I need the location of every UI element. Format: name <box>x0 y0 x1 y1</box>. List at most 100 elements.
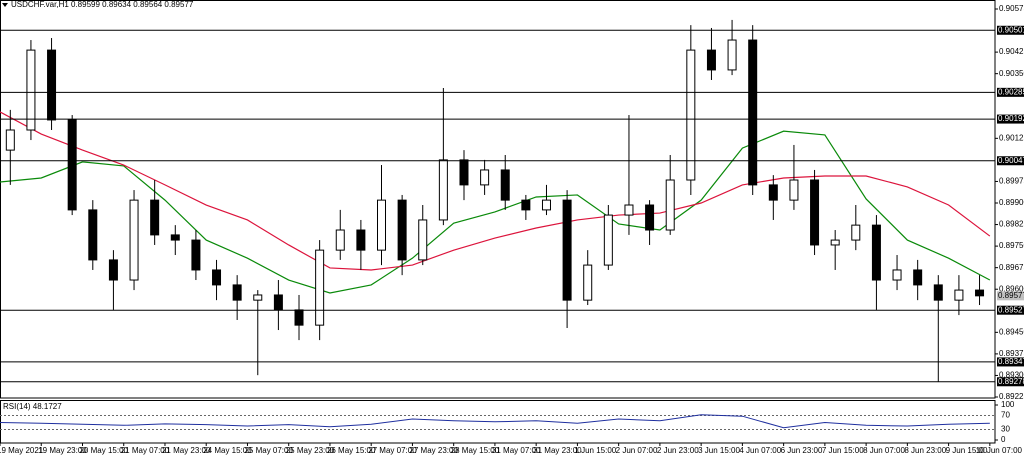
x-tick-label: 21 May 23:00 <box>162 446 211 455</box>
candle-body <box>975 289 985 297</box>
candle-body <box>5 129 15 151</box>
x-tick-label: 31 May 07:00 <box>492 446 541 455</box>
candle-body <box>356 229 366 251</box>
x-tick-label: 27 May 07:00 <box>368 446 417 455</box>
rsi-panel-frame <box>0 400 996 444</box>
candle-body <box>438 159 448 221</box>
current-price-label: 0.89577 <box>998 291 1024 300</box>
x-tick-label: 26 May 15:00 <box>327 446 376 455</box>
candle-body <box>377 199 387 251</box>
candle-body <box>913 269 923 286</box>
candle-body <box>129 199 139 281</box>
current-price-box <box>997 291 1024 301</box>
x-tick-label: 7 Jun 15:00 <box>822 446 864 455</box>
candle-body <box>830 239 840 246</box>
y-tick-label: 0.89975 <box>999 177 1024 186</box>
symbol-header: USDCHF.var,H1 0.89599 0.89634 0.89564 0.… <box>11 0 194 9</box>
x-tick-label: 21 May 07:00 <box>121 446 170 455</box>
candle-body <box>603 214 613 266</box>
x-tick-label: 20 May 15:00 <box>79 446 128 455</box>
level-label: 0.90285 <box>998 87 1024 96</box>
candle-body <box>748 39 758 186</box>
candle-body <box>315 249 325 326</box>
level-label: 0.89278 <box>998 377 1024 386</box>
rsi-tick-label: 100 <box>1001 400 1015 409</box>
candle-body <box>26 49 36 131</box>
x-tick-label: 2 Jun 07:00 <box>616 446 658 455</box>
candle-body <box>480 169 490 186</box>
level-label-box <box>997 25 1024 35</box>
x-tick-label: 1 Jun 15:00 <box>574 446 616 455</box>
x-tick-label: 28 May 15:00 <box>451 446 500 455</box>
rsi-tick-label: 30 <box>1001 425 1010 434</box>
candle-body <box>108 259 118 281</box>
y-tick-label: 0.89225 <box>999 392 1024 401</box>
candle-body <box>397 199 407 261</box>
x-tick-label: 19 May 2021 <box>0 446 44 455</box>
candle-body <box>768 184 778 201</box>
rsi-line <box>0 414 990 429</box>
x-tick-label: 4 Jun 07:00 <box>739 446 781 455</box>
x-tick-label: 8 Jun 23:00 <box>904 446 946 455</box>
y-tick-label: 0.90575 <box>999 4 1024 13</box>
candle-body <box>583 264 593 301</box>
candle-body <box>706 49 716 71</box>
moving-average-line <box>0 130 991 294</box>
level-label: 0.90501 <box>998 25 1024 34</box>
candle-body <box>541 199 551 211</box>
x-tick-label: 31 May 23:00 <box>533 446 582 455</box>
candle-body <box>871 224 881 281</box>
candle-body <box>789 179 799 201</box>
candle-body <box>810 179 820 246</box>
y-tick-label: 0.90125 <box>999 133 1024 142</box>
candle-body <box>624 204 634 216</box>
candle-body <box>212 269 222 286</box>
level-label-box <box>997 114 1024 124</box>
x-tick-label: 10 Jun 07:00 <box>976 446 1023 455</box>
rsi-tick-label: 0 <box>1001 435 1006 444</box>
level-label: 0.90192 <box>998 114 1024 123</box>
candle-body <box>521 199 531 211</box>
candle-body <box>170 234 180 241</box>
y-tick-label: 0.89825 <box>999 220 1024 229</box>
level-label-box <box>997 87 1024 97</box>
x-tick-label: 3 Jun 15:00 <box>698 446 740 455</box>
candle-body <box>665 179 675 231</box>
x-tick-label: 25 May 23:00 <box>286 446 335 455</box>
level-label-box <box>997 156 1024 166</box>
candle-body <box>727 39 737 71</box>
x-tick-label: 9 Jun 15:00 <box>946 446 988 455</box>
x-tick-label: 6 Jun 23:00 <box>781 446 823 455</box>
candle-body <box>418 219 428 261</box>
x-tick-label: 25 May 07:00 <box>244 446 293 455</box>
candle-body <box>273 294 283 311</box>
y-tick-label: 0.90425 <box>999 47 1024 56</box>
rsi-label: RSI(14) 48.1727 <box>3 402 62 411</box>
level-label-box <box>997 357 1024 367</box>
candle-body <box>933 284 943 301</box>
price-panel-frame <box>0 0 996 399</box>
candle-body <box>88 209 98 261</box>
level-label-box <box>997 305 1024 315</box>
rsi-tick-label: 70 <box>1001 411 1010 420</box>
collapse-icon[interactable] <box>2 3 8 7</box>
x-tick-label: 2 Jun 23:00 <box>657 446 699 455</box>
candle-body <box>954 289 964 301</box>
level-label: 0.89527 <box>998 305 1024 314</box>
x-tick-label: 8 Jun 07:00 <box>863 446 905 455</box>
candle-body <box>500 169 510 201</box>
candle-body <box>335 229 345 251</box>
candle-body <box>47 49 57 121</box>
candle-body <box>645 204 655 231</box>
y-tick-label: 0.89375 <box>999 349 1024 358</box>
candle-body <box>67 119 77 211</box>
candle-body <box>562 199 572 301</box>
candle-body <box>232 284 242 301</box>
level-label: 0.89347 <box>998 357 1024 366</box>
